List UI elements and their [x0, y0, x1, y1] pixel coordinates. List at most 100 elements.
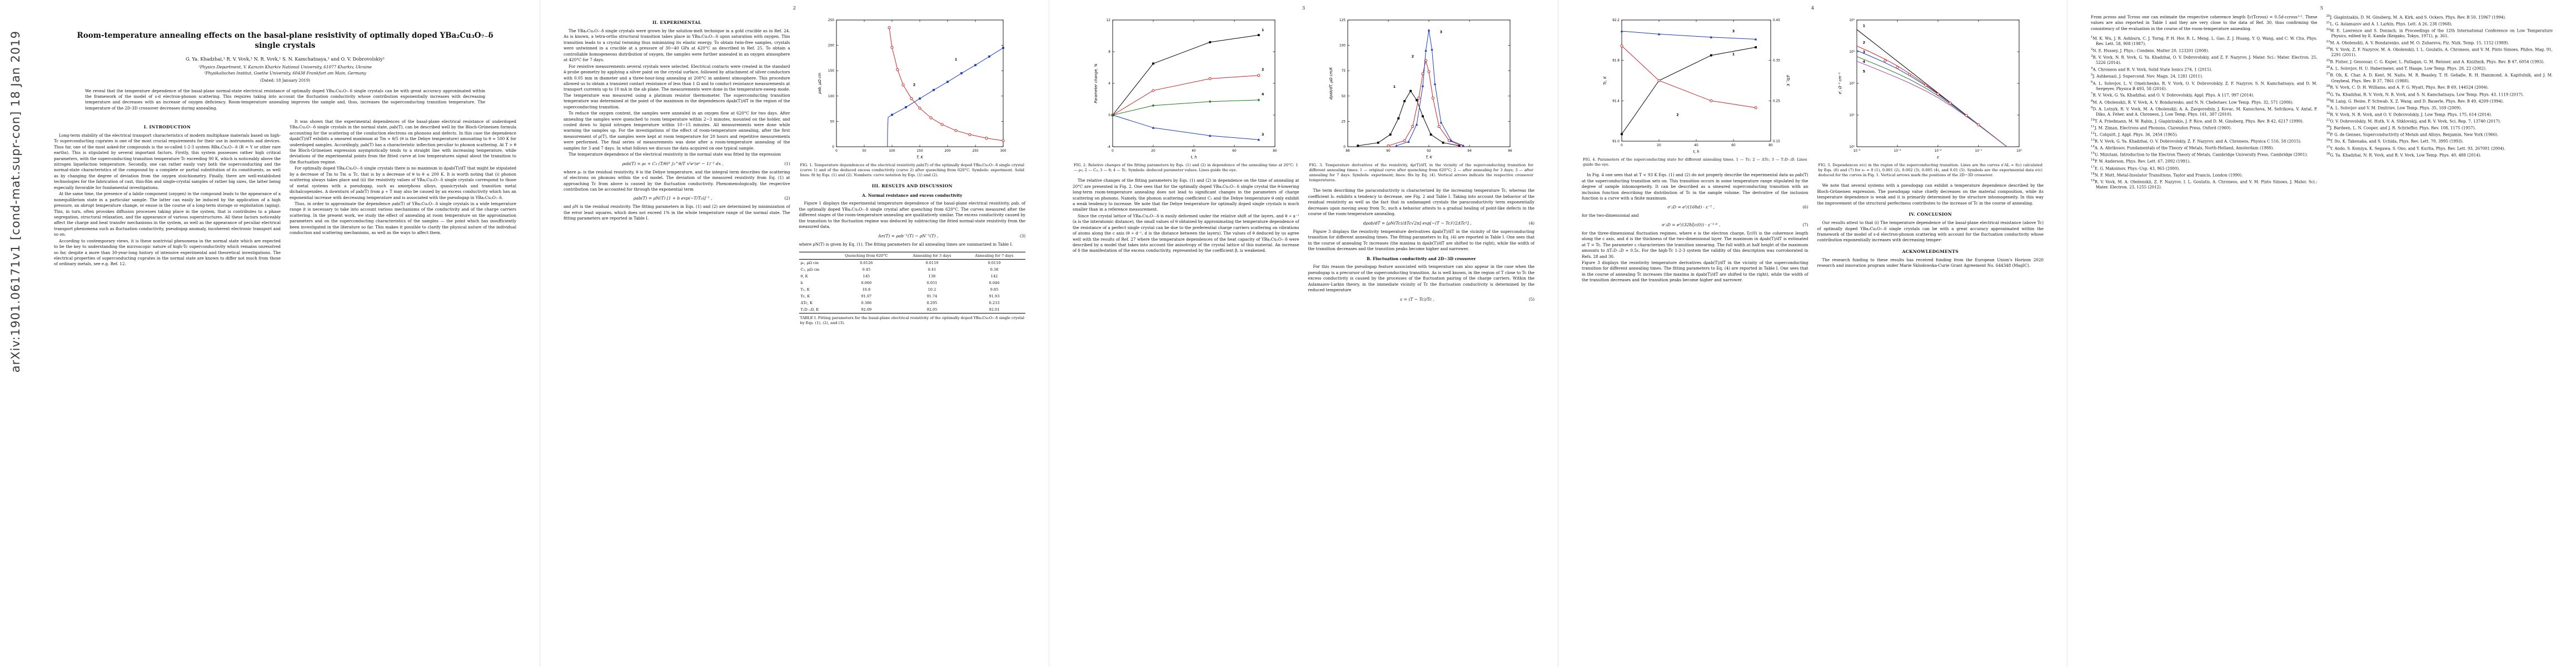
equation-6: σ′₂D = e²/(16ℏd) · ε⁻¹ , (6): [1582, 205, 1808, 210]
affiliation-2: ²Physikalisches Institut, Goethe Univers…: [204, 70, 366, 76]
svg-text:3: 3: [1863, 50, 1865, 54]
reference-number: 10: [2091, 118, 2095, 122]
svg-text:50: 50: [1342, 95, 1346, 98]
reference-text: U. Mizutani, Introduction to the Electro…: [2094, 152, 2308, 157]
svg-text:T, K: T, K: [1426, 155, 1432, 160]
reference-item: 8M. A. Obolenskii, R. V. Vovk, A. V. Bon…: [2091, 99, 2318, 106]
paper-title: Room-temperature annealing effects on th…: [77, 31, 494, 50]
svg-text:Tc, K: Tc, K: [1603, 76, 1607, 85]
svg-text:0: 0: [1344, 146, 1346, 149]
svg-text:40: 40: [1694, 144, 1698, 147]
table-cell: 0.051: [926, 280, 938, 285]
reference-text: A. A. Abrikosov, Fundamentals of the The…: [2094, 146, 2274, 151]
table-1-caption: TABLE I. Fitting parameters for the basa…: [800, 315, 1025, 326]
table-row: T₂D₋₃D, K 92.09 92.05 92.01: [799, 306, 1025, 313]
table-cell: ΔTc, K: [800, 300, 813, 305]
section-heading-conclusion: IV. CONCLUSION: [1909, 212, 1952, 217]
page-number: 2: [793, 6, 796, 11]
page3-col-right: 88 90 92 94 96 0 25 50 75 100 125 T, K dρab/dT, μΩ c…: [1308, 14, 1535, 305]
reference-item: 17E. G. Maksimov, Phys.-Usp. 43, 965 (20…: [2091, 166, 2318, 172]
equation-2-number: (2): [784, 196, 790, 201]
svg-text:94: 94: [1468, 150, 1472, 153]
svg-text:3: 3: [1732, 29, 1735, 33]
arxiv-stamp-text: arXiv:1901.06171v1 [cond-mat.supr-con] 1…: [8, 31, 22, 373]
table-1-body: ρ₀, μΩ cm 0.0126 0.0119 0.0110 C₃, μΩ cm…: [799, 259, 1026, 313]
table-row: C₃, μΩ cm 0.45 0.41 0.38: [799, 266, 1026, 273]
svg-text:10⁻¹: 10⁻¹: [1975, 149, 1982, 153]
svg-text:-4: -4: [1107, 146, 1110, 149]
reference-text: E. G. Maksimov, Phys.-Usp. 43, 965 (2000…: [2094, 166, 2180, 171]
abstract: We reveal that the temperature dependenc…: [85, 88, 485, 111]
svg-text:60: 60: [1232, 150, 1237, 153]
reference-number: 28: [2326, 84, 2330, 88]
reference-item: 18N. F. Mott, Metal-Insulator Transition…: [2091, 172, 2318, 178]
svg-text:2: 2: [1412, 54, 1414, 58]
reference-item: 30W. Lang, G. Heine, P. Schwab, X. Z. Wa…: [2326, 98, 2553, 104]
reference-number: 13: [2091, 138, 2095, 142]
page3-left-paragraphs: The relative changes of the fitting para…: [1073, 178, 1299, 254]
svg-text:3: 3: [1440, 30, 1442, 34]
reference-text: T. Ito, K. Takenaka, and S. Uchida, Phys…: [2330, 139, 2464, 144]
reference-item: 2N. E. Hussey, J. Phys.: Condens. Matter…: [2091, 48, 2318, 54]
page2-col-left: II. EXPERIMENTAL The YBa₂Cu₃O₇₋δ single …: [564, 14, 790, 326]
svg-text:0: 0: [1621, 144, 1623, 147]
table-cell: 9.85: [990, 287, 999, 292]
table-row: θ, K 145 138 142: [799, 273, 1026, 280]
paragraph: According to contemporary views, it is t…: [54, 238, 281, 267]
reference-number: 17: [2091, 165, 2095, 169]
svg-text:0: 0: [835, 150, 838, 153]
reference-item: 21L. G. Aslamazov and A. I. Larkin, Phys…: [2326, 21, 2553, 27]
table-cell: ρ₀, μΩ cm: [800, 260, 819, 265]
table-row: ρ₀, μΩ cm 0.0126 0.0119 0.0110: [799, 259, 1026, 266]
table-cell: 92.01: [989, 307, 1000, 312]
reference-item: 9D. A. Lotnyk, R. V. Vovk, M. A. Obolens…: [2091, 106, 2318, 118]
svg-text:88: 88: [1346, 150, 1351, 153]
introduction-paragraphs-left: Long-term stability of the electrical tr…: [54, 133, 281, 267]
svg-text:2: 2: [1863, 40, 1865, 44]
svg-text:1: 1: [1262, 28, 1264, 32]
reference-text: A. Chroneos and R. V. Vovk, Solid State …: [2092, 67, 2213, 72]
reference-number: 11: [2091, 125, 2095, 128]
table-row: Tc, K 91.07 91.74 91.93: [799, 293, 1026, 300]
subsection-heading-b: B. Fluctuation conductivity and 2D−3D cr…: [1367, 256, 1476, 262]
table-cell: C₃, μΩ cm: [800, 267, 820, 272]
equation-3-body: Δσ(T) = ρab⁻¹(T) − ρN⁻¹(T) ,: [878, 233, 939, 238]
reference-item: 15U. Mizutani, Introduction to the Elect…: [2091, 152, 2318, 158]
reference-number: 18: [2091, 172, 2095, 176]
reference-text: Y. Ando, S. Komiya, K. Segawa, S. Ono, a…: [2330, 146, 2505, 151]
reference-text: R. V. Vovk, G. Ya. Khadzhai, and O. V. D…: [2092, 93, 2255, 98]
table-cell: 0.0110: [988, 260, 1001, 265]
svg-text:91.0: 91.0: [1612, 140, 1620, 143]
svg-text:1: 1: [1393, 84, 1396, 89]
page-3: 3 0 20 40 60 80 -4 0 4 8 12 t, h Parameter change, …: [1049, 0, 1558, 667]
svg-text:60: 60: [1731, 144, 1736, 147]
svg-text:92.2: 92.2: [1612, 19, 1620, 22]
equation-5-body: ε = (T − Tc)/Tc ,: [1400, 296, 1434, 302]
svg-text:0: 0: [1112, 150, 1114, 153]
figure-5: 10⁻⁴ 10⁻³ 10⁻² 10⁻¹ 10⁰ 10⁰ 10¹ 10² 10³ 10⁴ ε σ′, Ω…: [1817, 16, 2044, 161]
paragraph: Figure 3 displays the resistivity temper…: [1308, 228, 1535, 251]
table-cell: 138: [928, 273, 936, 278]
reference-text: J. Giapintzakis, D. M. Ginsberg, M. A. K…: [2330, 15, 2507, 20]
page5-columns: From ρcross and Tcross one can estimate …: [2091, 14, 2553, 191]
svg-text:150: 150: [828, 69, 834, 73]
reference-item: 4A. Chroneos and R. V. Vovk, Solid State…: [2091, 67, 2318, 73]
section-heading-experimental: II. EXPERIMENTAL: [652, 20, 701, 25]
reference-text: N. E. Hussey, J. Phys.: Condens. Matter …: [2092, 48, 2209, 53]
reference-item: 23M. A. Obolenskii, A. V. Bondarenko, an…: [2326, 40, 2553, 46]
reference-number: 14: [2091, 145, 2095, 149]
reference-item: 38G. Ya. Khadzhai, N. R. Vovk, and R. V.…: [2326, 152, 2553, 158]
reference-item: 37Y. Ando, S. Komiya, K. Segawa, S. Ono,…: [2326, 146, 2553, 152]
reference-text: A. L. Solovjov, L. V. Omelchenko, R. V. …: [2092, 81, 2318, 91]
page1-col-left: I. INTRODUCTION Long-term stability of t…: [54, 119, 281, 268]
table-1-header-cell: Annealing for 7 days: [975, 253, 1014, 258]
reference-item: 33O. V. Dobrovolskiy, M. Huth, V. A. Shk…: [2326, 118, 2553, 125]
table-cell: 0.295: [926, 300, 938, 305]
svg-text:0.45: 0.45: [1773, 19, 1780, 22]
reference-text: G. Ya. Khadzhai, N. R. Vovk, and R. V. V…: [2330, 152, 2482, 157]
dated-line: (Dated: 18 January 2019): [260, 78, 310, 83]
page3-columns: 0 20 40 60 80 -4 0 4 8 12 t, h Parameter change, % 1…: [1073, 14, 1534, 305]
svg-text:0.15: 0.15: [1773, 140, 1780, 143]
table-row: b 0.060 0.051 0.046: [799, 280, 1026, 286]
